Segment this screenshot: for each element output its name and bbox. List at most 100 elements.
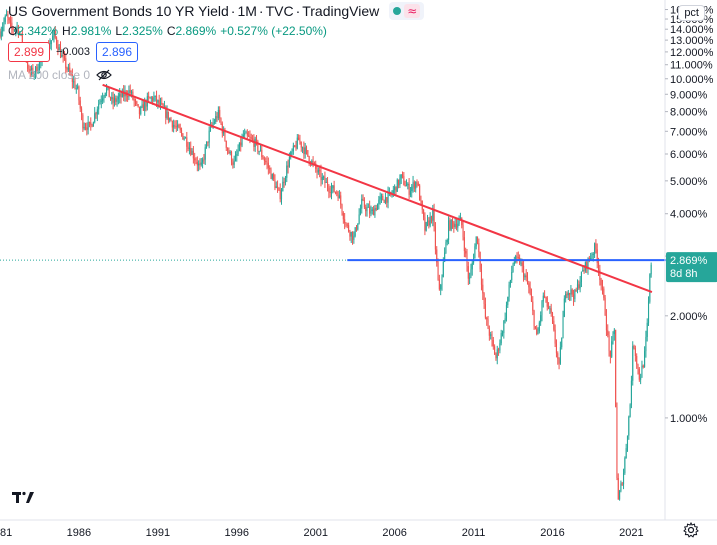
candle-body xyxy=(366,207,368,212)
candle-body xyxy=(171,121,173,128)
candle-body xyxy=(255,138,258,142)
candle-body xyxy=(433,209,435,227)
symbol-title[interactable]: US Government Bonds 10 YR Yield xyxy=(8,3,229,19)
high-value: 2.981% xyxy=(70,24,112,38)
candle-body xyxy=(87,121,89,130)
candle-body xyxy=(77,86,79,89)
tradingview-logo-icon[interactable] xyxy=(10,487,36,507)
candle-body xyxy=(121,90,123,98)
candle-body xyxy=(299,140,301,142)
candle-body xyxy=(405,185,408,187)
candle-body xyxy=(445,242,447,253)
candle-body xyxy=(157,100,159,103)
candle-body xyxy=(21,33,23,44)
candle-body xyxy=(504,318,506,321)
buy-button[interactable]: 2.896 xyxy=(95,42,139,62)
candle-body xyxy=(182,133,184,140)
candle-body xyxy=(384,197,386,203)
candle-body xyxy=(2,27,4,32)
candle-body xyxy=(490,334,492,336)
candle-body xyxy=(399,178,401,186)
indicator-legend[interactable]: MA 200 close 0 xyxy=(8,65,424,85)
price-tick-label: 9.000% xyxy=(670,89,708,101)
candle-body xyxy=(261,149,263,158)
candle-body xyxy=(508,284,510,297)
candle-body xyxy=(191,150,193,155)
candle-body xyxy=(81,108,83,116)
candle-body xyxy=(469,277,471,279)
candle-body xyxy=(59,47,62,58)
candle-body xyxy=(515,256,517,262)
candle-body xyxy=(282,181,284,192)
sell-button[interactable]: 2.899 xyxy=(8,42,51,62)
candle-body xyxy=(363,200,365,208)
candle-body xyxy=(396,179,398,192)
candle-body xyxy=(236,154,238,156)
indicator-label[interactable]: MA 200 close 0 xyxy=(8,68,91,82)
candle-body xyxy=(398,179,400,186)
candle-body xyxy=(169,118,171,121)
candle-body xyxy=(444,252,446,263)
candle-body xyxy=(616,406,618,478)
eye-slash-icon[interactable] xyxy=(96,69,112,81)
candle-body xyxy=(417,183,419,186)
candle-body xyxy=(451,219,454,223)
candle-body xyxy=(434,226,436,250)
candle-body xyxy=(337,193,339,199)
candle-body xyxy=(650,264,652,275)
candle-body xyxy=(66,68,68,70)
candle-body xyxy=(566,293,568,296)
candle-body xyxy=(187,146,189,150)
candle-body xyxy=(180,130,183,134)
candle-body xyxy=(408,183,410,195)
candle-body xyxy=(296,137,298,149)
candle-body xyxy=(511,272,513,281)
candle-body xyxy=(324,176,326,183)
market-open-icon xyxy=(393,7,402,15)
candle-body xyxy=(338,195,340,199)
candle-body xyxy=(207,141,209,143)
price-tick-label: 12.000% xyxy=(670,47,714,59)
candle-body xyxy=(463,237,465,252)
time-axis[interactable]: 1981 1986 1991 1996 2001 2006 2011 2016 2021 xyxy=(0,519,717,539)
market-status-pill[interactable]: ≈ xyxy=(389,2,425,20)
candle-body xyxy=(428,220,430,226)
candle-body xyxy=(436,249,438,263)
settings-gear-icon[interactable] xyxy=(683,522,699,538)
price-tick-label: 11.000% xyxy=(670,60,713,72)
candle-body xyxy=(529,287,531,294)
candle-body xyxy=(586,262,588,269)
candle-body xyxy=(219,110,221,119)
symbol-title-row[interactable]: US Government Bonds 10 YR Yield · 1M · T… xyxy=(8,0,425,22)
candle-body xyxy=(482,284,484,294)
candle-body xyxy=(576,284,579,291)
candle-body xyxy=(100,100,102,102)
candle-body xyxy=(234,155,237,161)
candle-body xyxy=(578,284,580,289)
candle-body xyxy=(594,243,596,254)
candle-body xyxy=(357,223,359,230)
candle-body xyxy=(227,147,229,151)
candle-body xyxy=(67,67,69,70)
percent-scale-button[interactable]: pct xyxy=(678,5,705,21)
price-tick-label: 4.000% xyxy=(670,209,708,221)
candle-body xyxy=(516,256,518,258)
candle-body xyxy=(286,165,288,178)
candle-body xyxy=(575,290,577,292)
candle-body xyxy=(503,320,505,334)
candle-body xyxy=(344,219,346,224)
candle-body xyxy=(354,227,356,236)
candle-body xyxy=(453,222,455,228)
candle-body xyxy=(162,104,164,108)
candle-body xyxy=(484,303,486,318)
candle-body xyxy=(392,190,394,194)
interval-label[interactable]: 1M xyxy=(237,3,257,19)
candle-body xyxy=(380,195,383,197)
candle-body xyxy=(321,176,323,181)
open-label: O xyxy=(8,24,18,38)
candle-body xyxy=(259,149,262,152)
candle-body xyxy=(215,116,217,123)
spread-value: −0.003 xyxy=(56,46,90,58)
candle-body xyxy=(204,147,206,160)
candle-body xyxy=(82,115,84,129)
